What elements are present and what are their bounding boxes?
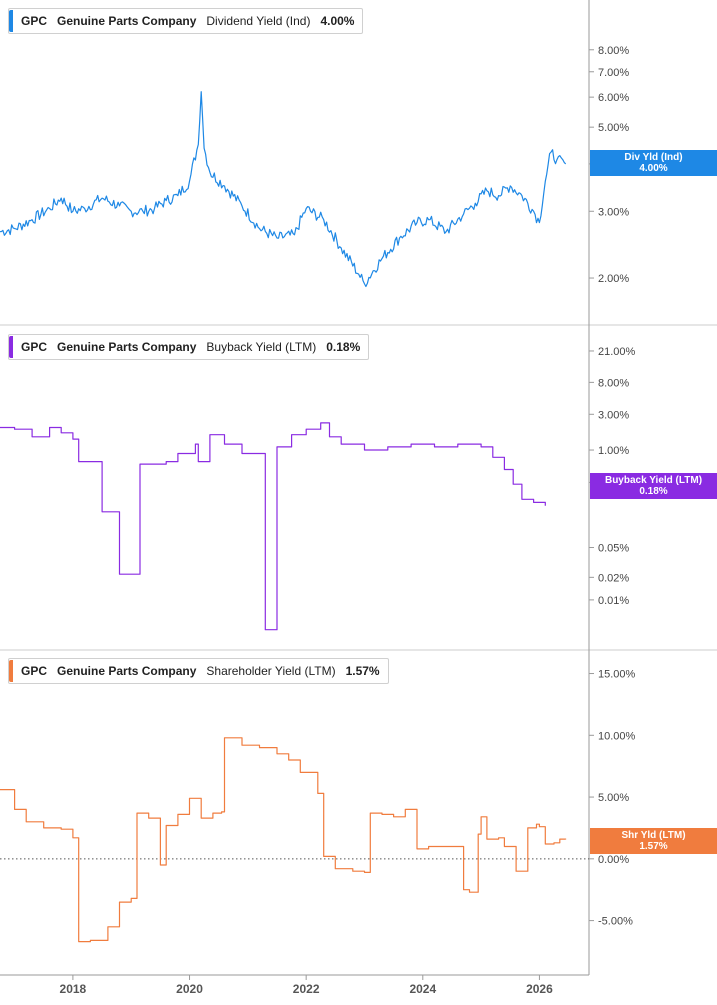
series-line	[0, 422, 546, 631]
tag-shareholder-yield: Shr Yld (LTM) 1.57%	[590, 828, 717, 854]
legend-buyback-yield[interactable]: GPC Genuine Parts Company Buyback Yield …	[8, 334, 370, 360]
y-tick-label: 0.02%	[598, 572, 629, 584]
legend-metric: Shareholder Yield (LTM)	[206, 664, 336, 678]
legend-ticker: GPC	[21, 664, 48, 678]
y-tick-label: 5.00%	[598, 792, 629, 804]
legend-value: 0.18%	[326, 340, 361, 354]
legend-company: Genuine Parts Company	[57, 14, 197, 28]
y-tick-label: 8.00%	[598, 377, 629, 389]
tag-value: 0.18%	[639, 486, 668, 497]
series-line	[0, 91, 567, 288]
x-tick-label: 2026	[526, 982, 553, 996]
legend-dividend-yield[interactable]: GPC Genuine Parts Company Dividend Yield…	[8, 8, 364, 34]
y-tick-label: 6.00%	[598, 92, 629, 104]
legend-ticker: GPC	[21, 340, 48, 354]
legend-company: Genuine Parts Company	[57, 340, 197, 354]
legend-metric: Dividend Yield (Ind)	[206, 14, 311, 28]
tag-value: 4.00%	[639, 163, 668, 174]
y-tick-label: 15.00%	[598, 669, 636, 681]
legend-shareholder-yield[interactable]: GPC Genuine Parts Company Shareholder Yi…	[8, 658, 389, 684]
x-tick-label: 2024	[409, 982, 436, 996]
y-tick-label: 8.00%	[598, 45, 629, 57]
y-tick-label: 21.00%	[598, 346, 636, 358]
x-tick-label: 2022	[293, 982, 320, 996]
y-tick-label: -5.00%	[598, 916, 633, 928]
y-tick-label: 5.00%	[598, 122, 629, 134]
tag-buyback-yield: Buyback Yield (LTM) 0.18%	[590, 473, 717, 499]
legend-swatch	[9, 660, 13, 682]
tag-value: 1.57%	[639, 841, 668, 852]
legend-metric: Buyback Yield (LTM)	[206, 340, 317, 354]
tag-label: Shr Yld (LTM)	[621, 830, 686, 841]
y-tick-label: 3.00%	[598, 206, 629, 218]
y-tick-label: 0.00%	[598, 854, 629, 866]
y-tick-label: 0.05%	[598, 543, 629, 555]
y-tick-label: 3.00%	[598, 409, 629, 421]
tag-label: Buyback Yield (LTM)	[604, 475, 703, 486]
y-tick-label: 10.00%	[598, 730, 636, 742]
x-tick-label: 2020	[176, 982, 203, 996]
tag-dividend-yield: Div Yld (Ind) 4.00%	[590, 150, 717, 176]
legend-company: Genuine Parts Company	[57, 664, 197, 678]
y-tick-label: 1.00%	[598, 445, 629, 457]
legend-ticker: GPC	[21, 14, 48, 28]
legend-swatch	[9, 336, 13, 358]
x-tick-label: 2018	[60, 982, 87, 996]
y-tick-label: 0.01%	[598, 595, 629, 607]
legend-value: 1.57%	[345, 664, 380, 678]
y-tick-label: 2.00%	[598, 273, 629, 285]
series-line	[0, 737, 567, 943]
y-tick-label: 7.00%	[598, 67, 629, 79]
legend-value: 4.00%	[320, 14, 355, 28]
legend-swatch	[9, 10, 13, 32]
tag-label: Div Yld (Ind)	[624, 152, 683, 163]
